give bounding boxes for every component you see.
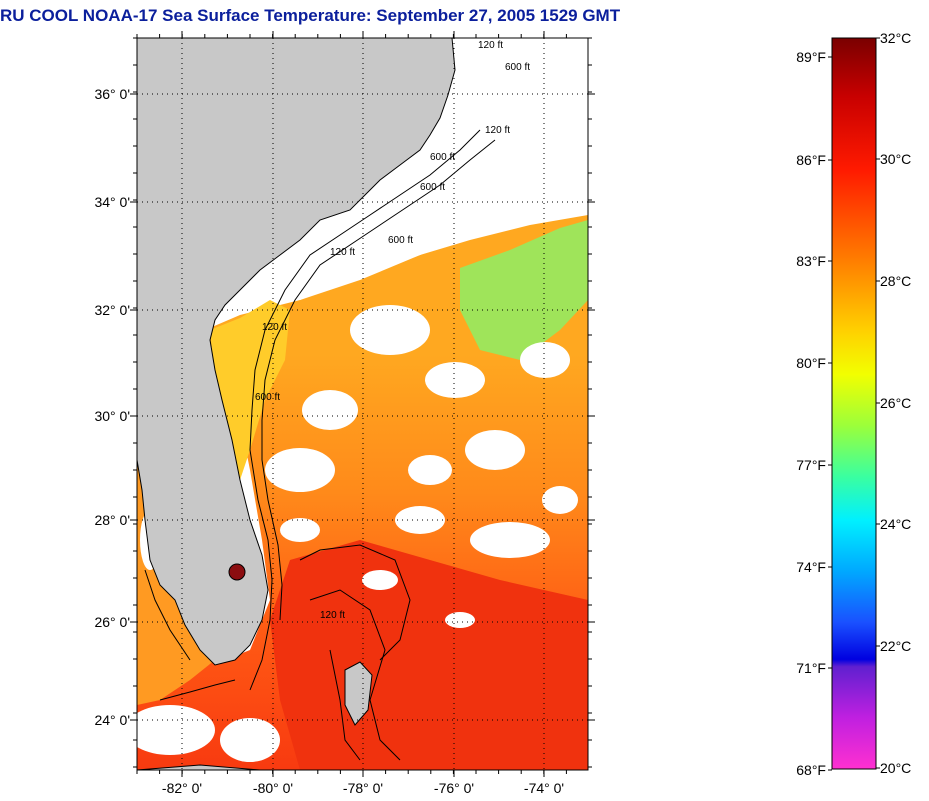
- colorbar-fahrenheit-label: 86°F: [796, 152, 826, 168]
- cuba-coast: [137, 764, 261, 770]
- longitude-label: -82° 0': [162, 780, 202, 796]
- contour-label: 120 ft: [262, 322, 287, 333]
- contour-label: 120 ft: [485, 125, 510, 136]
- contour-label: 600 ft: [388, 235, 413, 246]
- colorbar-celsius-label: 22°C: [880, 638, 911, 654]
- lake-okeechobee: [228, 563, 246, 581]
- colorbar-celsius-label: 30°C: [880, 151, 911, 167]
- colorbar-celsius-label: 26°C: [880, 395, 911, 411]
- contour-label: 600 ft: [505, 62, 530, 73]
- colorbar-fahrenheit-label: 83°F: [796, 253, 826, 269]
- longitude-label: -78° 0': [343, 780, 383, 796]
- bathymetry-contours: [144, 129, 496, 761]
- colorbar-fahrenheit-label: 74°F: [796, 559, 826, 575]
- colorbar: [831, 37, 877, 770]
- colorbar-fahrenheit-label: 80°F: [796, 355, 826, 371]
- colorbar-celsius-label: 24°C: [880, 516, 911, 532]
- colorbar-fahrenheit-label: 71°F: [796, 660, 826, 676]
- longitude-label: -80° 0': [253, 780, 293, 796]
- contour-label: 600 ft: [420, 182, 445, 193]
- colorbar-celsius-label: 32°C: [880, 30, 911, 46]
- contour-label: 120 ft: [478, 40, 503, 51]
- latitude-label: 26° 0': [94, 614, 130, 630]
- colorbar-celsius-label: 20°C: [880, 760, 911, 776]
- contour-label: 120 ft: [320, 610, 345, 621]
- longitude-label: -74° 0': [524, 780, 564, 796]
- latitude-label: 36° 0': [94, 86, 130, 102]
- longitude-label: -76° 0': [434, 780, 474, 796]
- contour-label: 600 ft: [430, 152, 455, 163]
- latitude-label: 28° 0': [94, 512, 130, 528]
- latitude-label: 24° 0': [94, 712, 130, 728]
- contour-label: 120 ft: [330, 247, 355, 258]
- colorbar-celsius-label: 28°C: [880, 273, 911, 289]
- colorbar-fahrenheit-label: 77°F: [796, 457, 826, 473]
- bahamas-island: [344, 661, 373, 726]
- cool-water-patch: [460, 220, 588, 360]
- latitude-label: 30° 0': [94, 408, 130, 424]
- contour-label: 600 ft: [255, 392, 280, 403]
- graticule: [137, 38, 588, 770]
- colorbar-fahrenheit-label: 68°F: [796, 762, 826, 778]
- latitude-label: 34° 0': [94, 194, 130, 210]
- latitude-label: 32° 0': [94, 302, 130, 318]
- land-mass: [137, 38, 456, 666]
- colorbar-fahrenheit-label: 89°F: [796, 49, 826, 65]
- map-title: RU COOL NOAA-17 Sea Surface Temperature:…: [0, 6, 621, 25]
- florida-keys: [159, 679, 236, 701]
